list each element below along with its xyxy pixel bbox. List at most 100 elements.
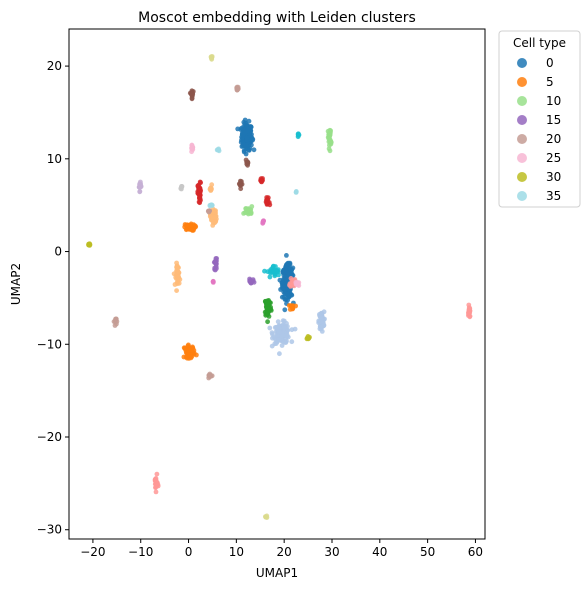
cluster-points [234, 84, 241, 93]
cluster-points [207, 182, 215, 193]
data-point [213, 264, 219, 270]
data-point [112, 319, 118, 325]
data-point [212, 214, 218, 220]
data-point [208, 187, 214, 193]
data-point [267, 325, 273, 331]
cluster-points [136, 179, 144, 195]
data-point [153, 484, 159, 489]
cluster-points [195, 179, 204, 206]
data-point [209, 55, 214, 61]
data-point [210, 280, 216, 285]
data-point [273, 264, 278, 269]
cluster-points [111, 316, 120, 328]
data-point [316, 320, 322, 326]
data-point [207, 373, 212, 379]
data-point [243, 206, 249, 212]
data-point [271, 268, 277, 274]
data-point [285, 270, 291, 276]
data-point [286, 303, 292, 308]
cluster-points [207, 202, 215, 209]
data-point [289, 268, 294, 273]
data-point [241, 211, 247, 216]
data-point [269, 330, 275, 336]
cluster-points [178, 184, 185, 192]
data-point [86, 241, 91, 247]
data-point [273, 341, 279, 346]
plot-frame [68, 28, 486, 540]
legend-item: 5 [517, 75, 554, 89]
data-point [195, 183, 201, 189]
data-point [284, 253, 289, 258]
data-point [189, 145, 195, 150]
data-point [284, 334, 289, 339]
cluster-points [206, 371, 215, 381]
data-point [179, 184, 184, 189]
data-point [137, 184, 143, 190]
legend-label: 25 [546, 151, 561, 165]
data-point [277, 351, 282, 357]
cluster-points [316, 309, 327, 334]
data-point [153, 489, 159, 495]
data-point [206, 208, 211, 214]
data-point [171, 271, 177, 277]
legend-items: 0 5 10 15 20 25 30 35 [517, 56, 561, 203]
x-tick-label: 10 [229, 545, 244, 559]
legend-label: 35 [546, 189, 561, 203]
data-point [249, 142, 254, 148]
data-point [174, 266, 180, 272]
data-point [296, 132, 302, 138]
data-point [250, 136, 256, 142]
y-tick-label: −10 [37, 337, 62, 351]
data-point [174, 288, 180, 293]
data-point [285, 327, 291, 333]
data-point [282, 307, 288, 313]
cluster-points [205, 208, 213, 215]
data-point [293, 189, 299, 195]
data-point [213, 258, 218, 264]
cluster-points [181, 342, 199, 361]
x-axis: −20 −10 0 10 20 30 40 50 60 [80, 539, 483, 559]
cluster-points [152, 471, 161, 495]
data-point [210, 223, 216, 228]
data-point [318, 315, 324, 320]
cluster-points [466, 302, 473, 320]
data-point [285, 293, 291, 299]
legend-marker [517, 134, 527, 144]
data-point [292, 326, 298, 332]
data-point [281, 318, 287, 324]
data-point [177, 277, 183, 282]
cluster-points [235, 117, 257, 157]
legend-marker [517, 77, 527, 87]
cluster-points [171, 260, 183, 293]
data-point [264, 197, 270, 203]
x-tick-label: 20 [277, 545, 292, 559]
legend-label: 20 [546, 132, 561, 146]
data-point [243, 142, 249, 148]
legend-item: 20 [517, 132, 561, 146]
data-point [262, 268, 267, 274]
legend: Cell type 0 5 10 15 20 25 30 35 [498, 30, 581, 208]
data-point [189, 149, 195, 155]
data-point [235, 126, 241, 132]
x-tick-label: −10 [128, 545, 153, 559]
data-point [241, 119, 247, 125]
data-point [327, 136, 333, 142]
cluster-points [243, 157, 251, 168]
legend-marker [517, 153, 527, 163]
data-point [137, 189, 143, 195]
data-point [246, 208, 252, 214]
data-point [241, 149, 247, 155]
x-tick-label: 30 [324, 545, 339, 559]
data-point [251, 147, 257, 153]
cluster-points [267, 318, 298, 357]
data-point [276, 329, 282, 335]
cluster-points [286, 303, 298, 312]
x-axis-label: UMAP1 [256, 566, 298, 580]
data-point [264, 308, 270, 314]
data-point [326, 131, 332, 136]
data-point [319, 329, 325, 334]
data-point [189, 95, 195, 101]
cluster-points [262, 298, 274, 325]
data-point [278, 287, 283, 292]
